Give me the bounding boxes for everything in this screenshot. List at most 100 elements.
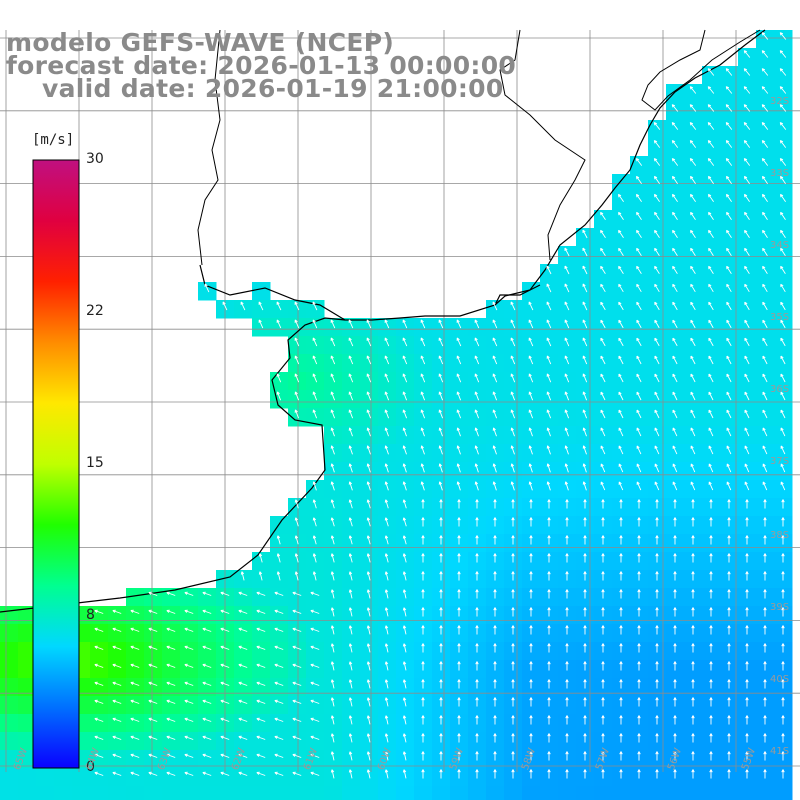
wind-arrow — [366, 499, 371, 509]
wind-speed-cell — [648, 246, 667, 265]
wind-speed-cell — [162, 624, 181, 643]
wind-arrow — [637, 499, 641, 509]
wind-arrow — [673, 571, 677, 581]
wind-speed-cell — [648, 156, 667, 175]
wind-arrow — [582, 283, 588, 293]
wind-speed-cell — [252, 714, 271, 733]
wind-arrow — [366, 625, 371, 635]
wind-speed-cell — [684, 282, 703, 301]
wind-speed-cell — [594, 228, 613, 247]
wind-arrow — [384, 445, 389, 455]
wind-speed-cell — [666, 462, 685, 481]
wind-arrow — [762, 337, 768, 347]
wind-arrow — [725, 158, 733, 166]
wind-arrow — [492, 301, 498, 311]
wind-speed-cell — [612, 282, 631, 301]
border-line-1 — [197, 29, 221, 266]
wind-arrow — [148, 627, 158, 632]
wind-speed-cell — [594, 480, 613, 499]
forecast-date: forecast date: 2026-01-13 00:00:00 — [6, 51, 517, 80]
wind-speed-cell — [702, 300, 721, 319]
wind-arrow — [726, 481, 732, 491]
wind-arrow — [402, 499, 407, 509]
wind-arrow — [294, 409, 300, 419]
wind-arrow — [564, 445, 569, 455]
wind-arrow — [637, 769, 641, 779]
wind-arrow — [781, 535, 785, 545]
wind-speed-cell — [702, 444, 721, 463]
wind-arrow — [421, 661, 425, 671]
wind-arrow — [601, 643, 605, 653]
wind-arrow — [745, 661, 749, 671]
wind-speed-cell — [378, 372, 397, 391]
wind-speed-cell — [756, 390, 775, 409]
wind-speed-cell — [252, 282, 271, 301]
wind-arrow — [330, 535, 335, 545]
wind-arrow — [294, 553, 299, 563]
wind-speed-cell — [756, 354, 775, 373]
wind-arrow — [636, 409, 642, 419]
wind-arrow — [238, 681, 248, 686]
wind-arrow — [637, 697, 641, 707]
wind-arrow — [348, 337, 354, 347]
wind-arrow — [582, 409, 588, 419]
wind-arrow — [384, 697, 389, 707]
wind-arrow — [707, 86, 715, 94]
wind-arrow — [276, 319, 282, 329]
wind-speed-cell — [774, 138, 793, 157]
wind-arrow — [258, 319, 264, 329]
wind-arrow — [761, 158, 769, 166]
wind-arrow — [546, 283, 552, 293]
wind-arrow — [673, 643, 677, 653]
wind-speed-cell — [630, 354, 649, 373]
wind-speed-cell — [144, 642, 163, 661]
wind-arrow — [781, 625, 785, 635]
wind-speed-cell — [540, 372, 559, 391]
wind-arrow — [780, 265, 786, 275]
wind-speed-cell — [738, 138, 757, 157]
wind-arrow — [726, 301, 732, 311]
wind-speed-cell — [342, 426, 361, 445]
wind-arrow — [763, 697, 767, 707]
wind-arrow — [564, 319, 570, 329]
wind-speed-cell — [252, 678, 271, 697]
wind-arrow — [619, 643, 623, 653]
wind-speed-cell — [270, 678, 289, 697]
wind-speed-cell — [396, 624, 415, 643]
wind-speed-cell — [360, 444, 379, 463]
wind-speed-cell — [378, 642, 397, 661]
wind-speed-cell — [162, 750, 181, 769]
wind-speed-cell — [396, 660, 415, 679]
wind-arrow — [564, 283, 570, 293]
wind-arrow — [601, 697, 605, 707]
wind-speed-cell — [144, 786, 163, 800]
wind-speed-cell — [324, 588, 343, 607]
wind-arrow — [618, 463, 624, 473]
wind-arrow — [763, 643, 767, 653]
wind-speed-cell — [594, 408, 613, 427]
wind-speed-cell — [720, 192, 739, 211]
wind-arrow — [654, 229, 660, 238]
wind-arrow — [348, 319, 354, 329]
wind-arrow — [492, 463, 497, 473]
wind-arrow — [691, 769, 695, 779]
lat-label: 34S — [770, 240, 790, 251]
wind-arrow — [707, 193, 714, 202]
wind-arrow — [763, 769, 767, 779]
wind-arrow — [456, 409, 462, 419]
wind-arrow — [671, 175, 678, 184]
wind-speed-cell — [306, 750, 325, 769]
wind-arrow — [438, 427, 443, 437]
wind-speed-cell — [396, 768, 415, 787]
wind-arrow — [745, 589, 749, 599]
wind-speed-cell — [432, 426, 451, 445]
wind-speed-cell — [414, 444, 433, 463]
wind-speed-cell — [324, 624, 343, 643]
wind-speed-cell — [666, 192, 685, 211]
wind-speed-cell — [396, 642, 415, 661]
wind-speed-cell — [450, 408, 469, 427]
wind-speed-cell — [720, 480, 739, 499]
wind-arrow — [654, 445, 660, 455]
wind-arrow — [202, 699, 212, 704]
wind-arrow — [402, 751, 407, 761]
